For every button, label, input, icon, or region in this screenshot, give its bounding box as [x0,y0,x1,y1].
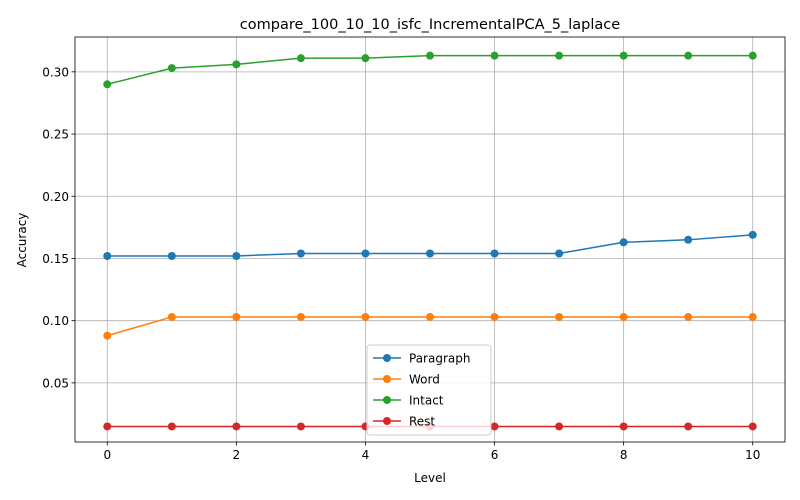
data-point-word [426,312,434,321]
data-point-paragraph [490,249,499,258]
data-point-word [748,312,757,321]
legend-marker-word [383,375,391,383]
y-tick-label: 0.25 [42,128,69,142]
data-point-intact [619,51,628,60]
legend-marker-paragraph [383,354,391,362]
data-point-paragraph [103,251,112,260]
y-tick-label: 0.30 [42,65,69,79]
data-point-word [490,312,499,321]
x-tick-label: 0 [103,448,111,462]
data-point-intact [296,54,305,63]
data-point-rest [490,422,499,431]
data-point-paragraph [361,249,370,258]
data-point-word [167,312,176,321]
data-point-intact [103,80,112,89]
data-point-intact [490,51,499,60]
legend-label-word: Word [409,373,440,387]
y-tick-label: 0.20 [42,190,69,204]
x-tick-label: 2 [233,448,241,462]
data-point-intact [426,51,434,60]
series-line-intact [107,54,753,86]
data-point-intact [232,60,241,69]
y-axis-label: Accuracy [15,213,29,268]
y-tick-label: 0.10 [42,314,69,328]
legend-marker-intact [383,396,391,404]
data-point-paragraph [619,238,628,247]
data-point-word [555,312,564,321]
axis-ticks: 0 2 4 6 8 10 0.05 0.10 0.15 0.20 0.25 0.30 [42,65,760,462]
data-point-word [232,312,241,321]
data-point-rest [296,422,305,431]
data-point-paragraph [555,249,564,258]
data-point-word [684,312,693,321]
data-point-intact [167,64,176,73]
legend: Paragraph Word Intact Rest [366,344,492,436]
data-point-rest [684,422,693,431]
data-point-paragraph [426,249,434,258]
chart-title: compare_100_10_10_isfc_IncrementalPCA_5_… [240,17,620,33]
x-tick-label: 6 [491,448,499,462]
data-point-rest [167,422,176,431]
data-point-intact [684,51,693,60]
y-tick-label: 0.05 [42,376,69,390]
legend-label-rest: Rest [409,415,435,429]
data-point-word [103,331,112,340]
data-point-intact [361,54,370,63]
x-tick-label: 8 [620,448,628,462]
legend-box [366,344,492,436]
data-point-word [296,312,305,321]
data-point-rest [103,422,112,431]
data-point-intact [748,51,757,60]
data-point-rest [232,422,241,431]
data-point-intact [555,51,564,60]
data-point-word [361,312,370,321]
data-point-paragraph [296,249,305,258]
x-tick-label: 10 [745,448,760,462]
data-point-paragraph [748,230,757,239]
data-point-word [619,312,628,321]
data-point-rest [619,422,628,431]
series-layer [103,51,757,431]
data-point-paragraph [684,235,693,244]
legend-label-intact: Intact [409,394,444,408]
data-point-paragraph [167,251,176,260]
x-tick-label: 4 [362,448,370,462]
plot-area-frame [74,36,786,443]
y-tick-label: 0.15 [42,252,69,266]
data-point-rest [555,422,564,431]
legend-marker-rest [383,417,391,425]
data-point-paragraph [232,251,241,260]
x-axis-label: Level [414,471,446,485]
legend-label-paragraph: Paragraph [409,352,470,366]
data-point-rest [748,422,757,431]
